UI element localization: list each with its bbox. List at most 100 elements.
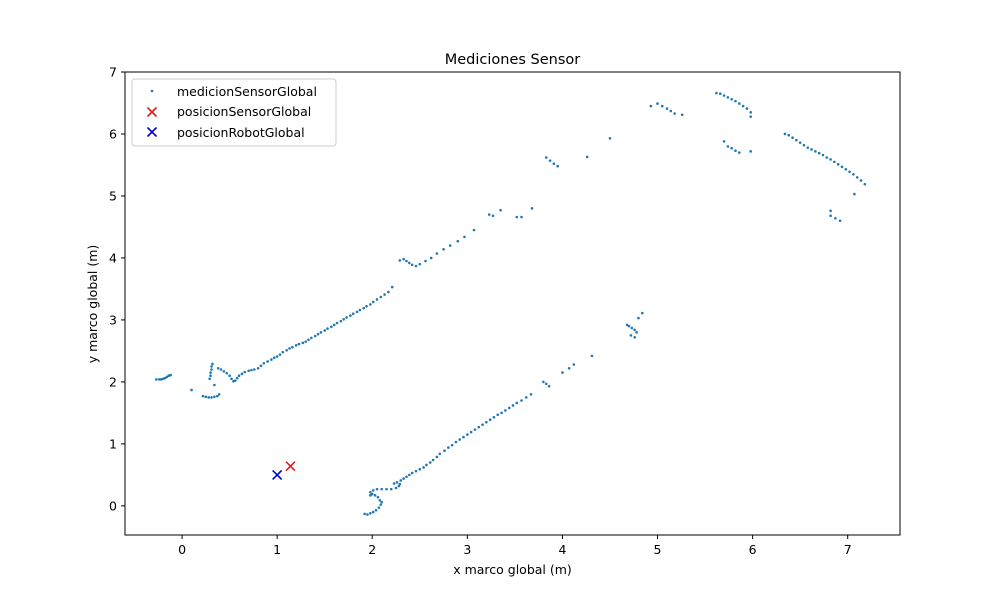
data-point xyxy=(834,216,837,220)
data-point xyxy=(442,247,445,251)
data-point xyxy=(307,338,310,342)
data-point xyxy=(414,264,418,268)
data-point xyxy=(375,298,379,301)
data-point xyxy=(496,413,500,417)
chart-title: Mediciones Sensor xyxy=(445,52,581,68)
legend-marker-medicion xyxy=(150,89,154,93)
data-point xyxy=(209,374,212,378)
legend: medicionSensorGlobal posicionSensorGloba… xyxy=(131,78,337,147)
data-point xyxy=(547,384,551,388)
data-point xyxy=(425,463,428,467)
y-tick-label: 7 xyxy=(109,65,117,80)
data-point xyxy=(366,513,369,516)
data-point xyxy=(859,179,863,182)
data-point xyxy=(814,150,817,153)
data-point xyxy=(454,440,458,444)
axes-frame xyxy=(124,71,901,536)
data-point xyxy=(369,490,372,494)
data-point xyxy=(243,370,247,374)
data-point xyxy=(405,259,408,263)
data-point xyxy=(515,401,519,405)
data-point xyxy=(499,208,502,212)
data-point xyxy=(390,285,394,289)
x-tick-label: 1 xyxy=(273,542,281,557)
data-point xyxy=(656,102,659,105)
data-point xyxy=(190,388,193,392)
x-tick-label: 7 xyxy=(844,542,852,557)
data-point xyxy=(462,435,465,439)
data-point xyxy=(438,452,442,456)
x-tick-label: 0 xyxy=(178,542,186,557)
data-point xyxy=(585,155,589,159)
data-point xyxy=(376,495,380,499)
data-point xyxy=(216,366,220,370)
data-point xyxy=(247,369,250,373)
data-point xyxy=(515,215,519,219)
data-point xyxy=(848,170,851,174)
data-point xyxy=(240,372,244,376)
data-point xyxy=(524,396,528,399)
data-point xyxy=(680,113,684,117)
data-point xyxy=(853,192,856,196)
data-point xyxy=(669,109,673,113)
data-point xyxy=(431,458,435,462)
data-point xyxy=(734,149,737,153)
data-point xyxy=(567,366,571,370)
data-point xyxy=(310,336,313,340)
data-point xyxy=(855,176,859,179)
data-point xyxy=(802,143,806,147)
data-point xyxy=(266,360,269,363)
data-point xyxy=(294,344,298,347)
data-point xyxy=(530,207,534,210)
data-point xyxy=(542,380,545,384)
data-point xyxy=(418,467,422,471)
data-point xyxy=(511,404,515,407)
data-point xyxy=(637,316,640,320)
data-point xyxy=(572,363,576,366)
data-point xyxy=(410,263,414,267)
data-point xyxy=(660,104,664,108)
data-point-posicionSensorGlobal xyxy=(285,461,296,472)
data-point xyxy=(726,96,730,99)
data-point xyxy=(458,438,462,441)
data-point xyxy=(787,133,791,137)
data-point xyxy=(783,132,787,136)
data-point xyxy=(749,150,753,153)
data-point xyxy=(625,323,629,327)
data-point xyxy=(270,358,273,361)
data-point xyxy=(163,376,167,380)
data-point xyxy=(791,136,794,140)
x-axis-ticks: 0 1 2 3 4 5 6 7 xyxy=(178,535,852,557)
data-point xyxy=(355,310,359,314)
data-point-posicionRobotGlobal xyxy=(272,469,283,480)
data-point xyxy=(488,418,492,422)
data-point xyxy=(630,326,634,330)
data-point xyxy=(408,473,411,477)
data-point xyxy=(806,146,810,149)
x-tick-label: 3 xyxy=(463,542,471,557)
data-point xyxy=(377,506,381,510)
data-point xyxy=(520,399,523,402)
data-point xyxy=(730,97,733,101)
data-point xyxy=(408,261,411,265)
data-point xyxy=(821,153,825,157)
data-point xyxy=(208,377,211,381)
data-point xyxy=(259,364,263,368)
data-point xyxy=(456,239,460,243)
x-tick-label: 6 xyxy=(749,542,757,557)
data-point xyxy=(253,368,256,371)
data-point xyxy=(339,319,343,323)
data-point xyxy=(272,356,276,360)
data-point xyxy=(492,415,496,419)
data-point xyxy=(326,327,329,330)
data-point xyxy=(443,449,446,453)
data-point xyxy=(424,259,427,263)
data-point xyxy=(379,503,383,506)
data-point xyxy=(370,492,374,496)
data-point xyxy=(472,228,476,232)
data-point xyxy=(155,378,158,381)
x-tick-label: 5 xyxy=(654,542,662,557)
data-point xyxy=(402,477,405,480)
data-point xyxy=(380,487,384,491)
